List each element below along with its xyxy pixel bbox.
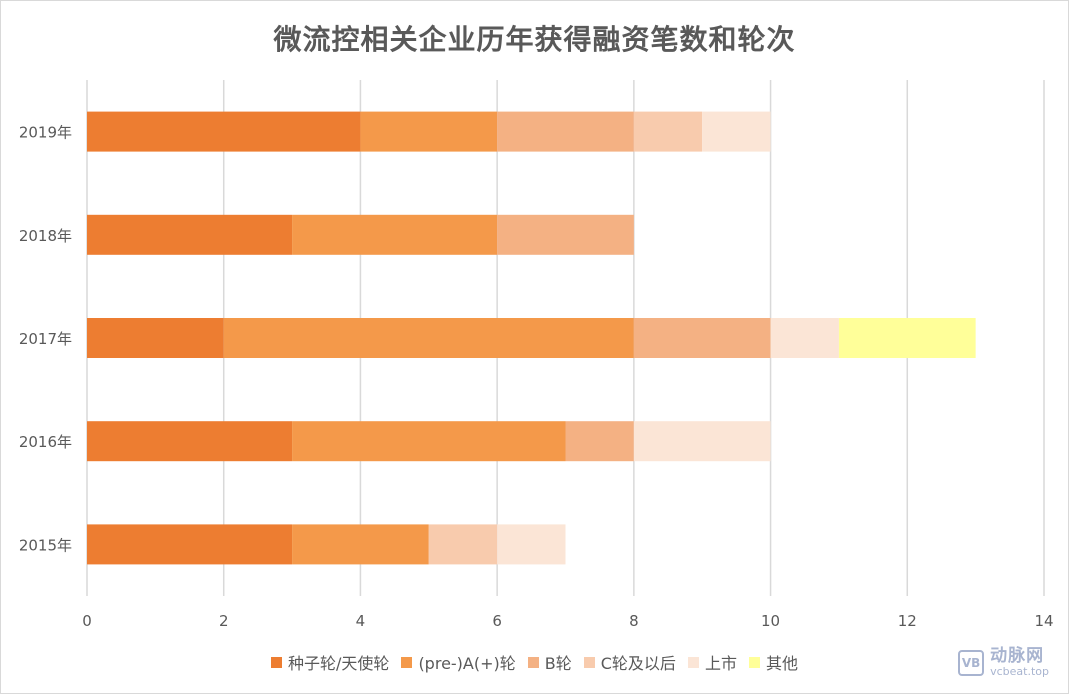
legend-swatch-5: [748, 656, 760, 668]
bar-segment-2018年-1: [292, 214, 498, 255]
bar-segment-2016年-4: [633, 421, 771, 462]
legend-item-1: (pre-)A(+)轮: [401, 650, 516, 674]
watermark-name: 动脉网: [990, 646, 1045, 666]
y-tick-label-2: 2017年: [19, 330, 72, 348]
vcbeat-watermark: VB 动脉网 vcbeat.top: [958, 646, 1049, 678]
legend-item-5: 其他: [748, 650, 798, 674]
bar-segment-2016年-2: [565, 421, 634, 462]
legend-label-2: B轮: [544, 654, 572, 673]
bar-segment-2019年-2: [497, 111, 634, 152]
bar-segment-2019年-3: [633, 111, 703, 152]
legend-swatch-1: [401, 656, 413, 668]
watermark-url: vcbeat.top: [990, 664, 1049, 678]
y-tick-label-1: 2018年: [19, 227, 72, 245]
legend-swatch-2: [527, 656, 539, 668]
legend-swatch-0: [271, 656, 283, 668]
bar-segment-2017年-5: [838, 318, 976, 358]
x-tick-label-12: 12: [898, 612, 917, 630]
bar-segment-2015年-0: [87, 524, 293, 565]
legend-label-1: (pre-)A(+)轮: [418, 654, 516, 673]
chart-title: 微流控相关企业历年获得融资笔数和轮次: [273, 23, 796, 56]
bar-segment-2015年-4: [497, 524, 566, 565]
legend-item-0: 种子轮/天使轮: [271, 650, 389, 674]
bar-segment-2019年-0: [87, 111, 361, 152]
bar-segment-2019年-4: [702, 111, 771, 152]
legend-swatch-3: [583, 656, 595, 668]
bar-segment-2017年-2: [633, 318, 771, 358]
legend-item-4: 上市: [687, 650, 737, 674]
bar-segment-2018年-2: [497, 214, 634, 255]
chart-legend: 种子轮/天使轮 (pre-)A(+)轮 B轮 C轮及以后 上市 其他: [0, 650, 1069, 674]
bar-segment-2017年-0: [87, 318, 224, 358]
bar-segment-2015年-1: [292, 524, 429, 565]
bar-segment-2018年-0: [87, 214, 293, 255]
legend-label-5: 其他: [765, 654, 798, 673]
x-tick-label-4: 4: [356, 612, 366, 630]
legend-label-4: 上市: [704, 654, 737, 673]
y-tick-label-0: 2019年: [19, 124, 72, 142]
x-tick-label-10: 10: [761, 612, 780, 630]
legend-label-0: 种子轮/天使轮: [288, 654, 390, 673]
x-tick-label-0: 0: [82, 612, 92, 630]
bar-segment-2017年-4: [770, 318, 839, 358]
y-tick-label-4: 2015年: [19, 536, 72, 554]
legend-label-3: C轮及以后: [600, 654, 676, 673]
legend-swatch-4: [687, 656, 699, 668]
y-tick-label-3: 2016年: [19, 433, 72, 451]
x-tick-label-6: 6: [492, 612, 502, 630]
bar-segment-2015年-3: [428, 524, 498, 565]
x-tick-label-2: 2: [219, 612, 229, 630]
x-tick-label-8: 8: [629, 612, 639, 630]
bar-segment-2016年-1: [292, 421, 566, 462]
bar-segment-2017年-1: [223, 318, 634, 358]
bar-segment-2016年-0: [87, 421, 293, 462]
bar-segment-2019年-1: [360, 111, 498, 152]
legend-item-2: B轮: [527, 650, 572, 674]
legend-item-3: C轮及以后: [583, 650, 676, 674]
vb-logo-icon: VB: [958, 649, 985, 676]
x-tick-label-14: 14: [1034, 612, 1053, 630]
